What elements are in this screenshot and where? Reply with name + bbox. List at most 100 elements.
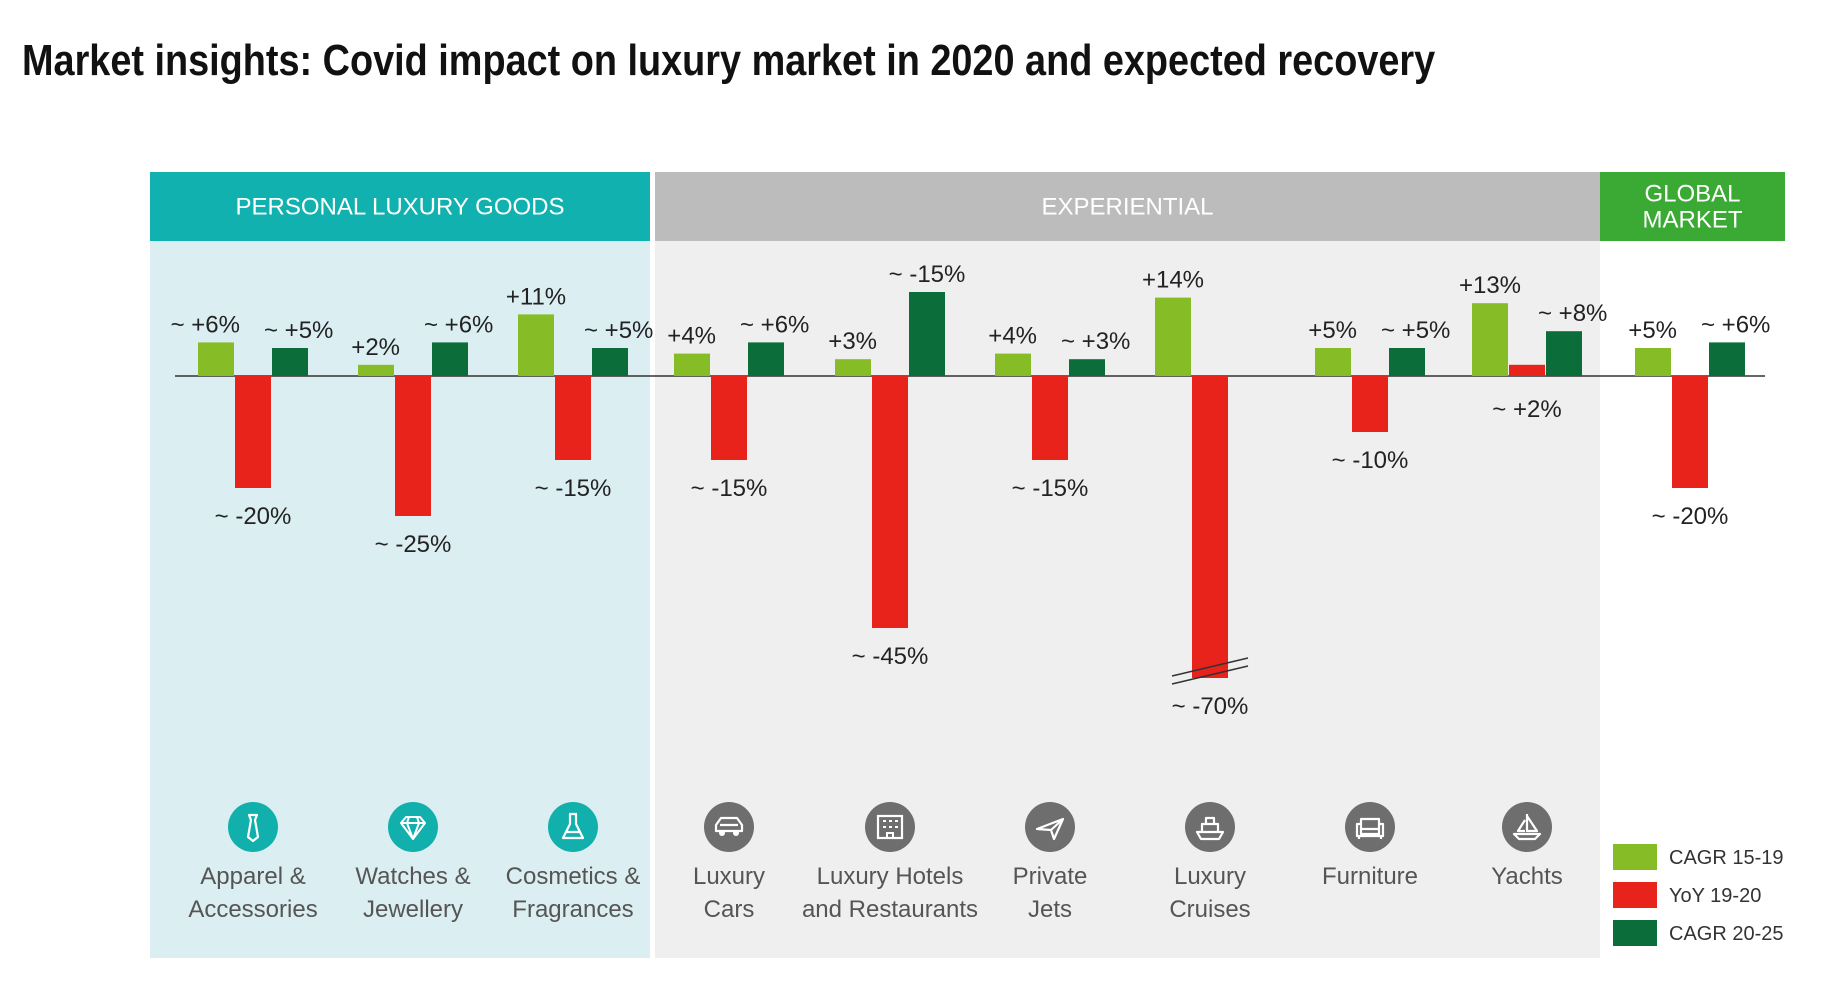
data-label-cagr-15-19-luxury-cars: +4% (667, 323, 716, 350)
bar-yoy-19-20-apparel-accessories (235, 376, 271, 488)
axis-break-mark (1171, 665, 1249, 685)
category-label: Jets (1028, 896, 1072, 923)
global-header (1600, 172, 1785, 241)
legend-swatch-cagr-20-25 (1613, 920, 1657, 946)
hotel-icon (865, 802, 915, 852)
category-label: Cruises (1169, 896, 1250, 923)
bar-yoy-19-20-yachts (1509, 364, 1545, 376)
bar-cagr-15-19-apparel-accessories (198, 342, 234, 376)
data-label-cagr-15-19-luxury-cruises: +14% (1142, 267, 1204, 294)
diamond-icon (388, 802, 438, 852)
bar-cagr-20-25-furniture (1389, 348, 1425, 376)
data-label-yoy-19-20-luxury-hotels-and-restaurants: ~ -45% (852, 643, 929, 670)
data-label-cagr-20-25-private-jets: ~ +3% (1061, 328, 1130, 355)
data-label-yoy-19-20-luxury-cars: ~ -15% (691, 475, 768, 502)
data-label-cagr-15-19-luxury-hotels-and-restaurants: +3% (828, 328, 877, 355)
sailboat-icon (1502, 802, 1552, 852)
experiential-panel (655, 241, 1600, 958)
bar-cagr-20-25-yachts (1546, 331, 1582, 376)
bar-yoy-19-20-luxury-cars (711, 376, 747, 460)
bar-cagr-20-25-cosmetics-fragrances (592, 348, 628, 376)
category-label: Cosmetics & (506, 863, 641, 890)
data-label-cagr-20-25-yachts: ~ +8% (1538, 300, 1607, 327)
flask-icon (548, 802, 598, 852)
category-label: Luxury Hotels (817, 863, 964, 890)
bar-cagr-20-25-watches-jewellery (432, 342, 468, 376)
category-label: Accessories (188, 896, 317, 923)
page-title: Market insights: Covid impact on luxury … (22, 36, 1436, 85)
data-label-cagr-15-19-yachts: +13% (1459, 272, 1521, 299)
data-label-cagr-20-25-watches-jewellery: ~ +6% (424, 311, 493, 338)
data-label-cagr-20-25-cosmetics-fragrances: ~ +5% (584, 317, 653, 344)
bar-yoy-19-20-cosmetics-fragrances (555, 376, 591, 460)
bar-cagr-15-19-watches-jewellery (358, 364, 394, 376)
bar-cagr-15-19-furniture (1315, 348, 1351, 376)
data-label-cagr-15-19-cosmetics-fragrances: +11% (506, 283, 566, 310)
category-label: and Restaurants (802, 896, 978, 923)
data-label-cagr-15-19-private-jets: +4% (988, 323, 1037, 350)
data-label-yoy-19-20-global-market: ~ -20% (1652, 503, 1729, 530)
data-label-cagr-15-19-global-market: +5% (1628, 317, 1677, 344)
data-label-cagr-15-19-watches-jewellery: +2% (351, 334, 400, 361)
category-label: Fragrances (512, 896, 633, 923)
ship-icon (1185, 802, 1235, 852)
experiential-header (655, 172, 1600, 241)
data-label-cagr-15-19-apparel-accessories: ~ +6% (171, 311, 240, 338)
bar-cagr-15-19-private-jets (995, 353, 1031, 376)
data-label-cagr-20-25-global-market: ~ +6% (1701, 311, 1770, 338)
legend-entry: CAGR 15-19 (1669, 847, 1784, 869)
data-label-cagr-20-25-apparel-accessories: ~ +5% (264, 317, 333, 344)
bar-cagr-15-19-cosmetics-fragrances (518, 314, 554, 376)
category-label: Yachts (1491, 863, 1563, 890)
personal-header-label: PERSONAL LUXURY GOODS (236, 194, 565, 221)
bar-cagr-15-19-luxury-cruises (1155, 297, 1191, 376)
bar-cagr-15-19-luxury-cars (674, 353, 710, 376)
category-label: Jewellery (363, 896, 463, 923)
bar-cagr-15-19-global-market (1635, 348, 1671, 376)
data-label-yoy-19-20-furniture: ~ -10% (1332, 447, 1409, 474)
bar-cagr-20-25-apparel-accessories (272, 348, 308, 376)
sofa-icon (1345, 802, 1395, 852)
category-label: Luxury (693, 863, 765, 890)
category-label: Apparel & (200, 863, 305, 890)
global-header-label: MARKET (1642, 207, 1742, 234)
bar-yoy-19-20-furniture (1352, 376, 1388, 432)
tie-icon (228, 802, 278, 852)
data-label-yoy-19-20-yachts: ~ +2% (1492, 396, 1561, 423)
category-label: Furniture (1322, 863, 1418, 890)
bar-cagr-15-19-yachts (1472, 303, 1508, 376)
data-label-yoy-19-20-private-jets: ~ -15% (1012, 475, 1089, 502)
personal-header (150, 172, 650, 241)
data-label-yoy-19-20-cosmetics-fragrances: ~ -15% (535, 475, 612, 502)
bar-cagr-20-25-global-market (1709, 342, 1745, 376)
category-label: Cars (704, 896, 755, 923)
car-icon (704, 802, 754, 852)
global-header-label: GLOBAL (1644, 181, 1740, 208)
data-label-cagr-15-19-furniture: +5% (1308, 317, 1357, 344)
bar-cagr-20-25-luxury-hotels-and-restaurants (909, 292, 945, 376)
data-label-cagr-20-25-luxury-cars: ~ +6% (740, 311, 809, 338)
bar-yoy-19-20-watches-jewellery (395, 376, 431, 516)
bar-cagr-20-25-luxury-cars (748, 342, 784, 376)
bar-yoy-19-20-luxury-cruises (1192, 376, 1228, 678)
category-label: Watches & (355, 863, 470, 890)
legend-swatch-cagr-15-19 (1613, 844, 1657, 870)
bar-yoy-19-20-private-jets (1032, 376, 1068, 460)
legend-entry: YoY 19-20 (1669, 885, 1761, 907)
axis-break-mark (1171, 657, 1249, 677)
bar-yoy-19-20-luxury-hotels-and-restaurants (872, 376, 908, 628)
category-label: Private (1013, 863, 1088, 890)
data-label-yoy-19-20-watches-jewellery: ~ -25% (375, 531, 452, 558)
bar-cagr-20-25-private-jets (1069, 359, 1105, 376)
bar-cagr-15-19-luxury-hotels-and-restaurants (835, 359, 871, 376)
legend-entry: CAGR 20-25 (1669, 923, 1784, 945)
data-label-yoy-19-20-luxury-cruises: ~ -70% (1172, 693, 1249, 720)
category-label: Luxury (1174, 863, 1246, 890)
data-label-cagr-20-25-luxury-hotels-and-restaurants: ~ -15% (889, 261, 966, 288)
bar-yoy-19-20-global-market (1672, 376, 1708, 488)
experiential-header-label: EXPERIENTIAL (1041, 194, 1213, 221)
data-label-yoy-19-20-apparel-accessories: ~ -20% (215, 503, 292, 530)
data-label-cagr-20-25-furniture: ~ +5% (1381, 317, 1450, 344)
plane-icon (1025, 802, 1075, 852)
